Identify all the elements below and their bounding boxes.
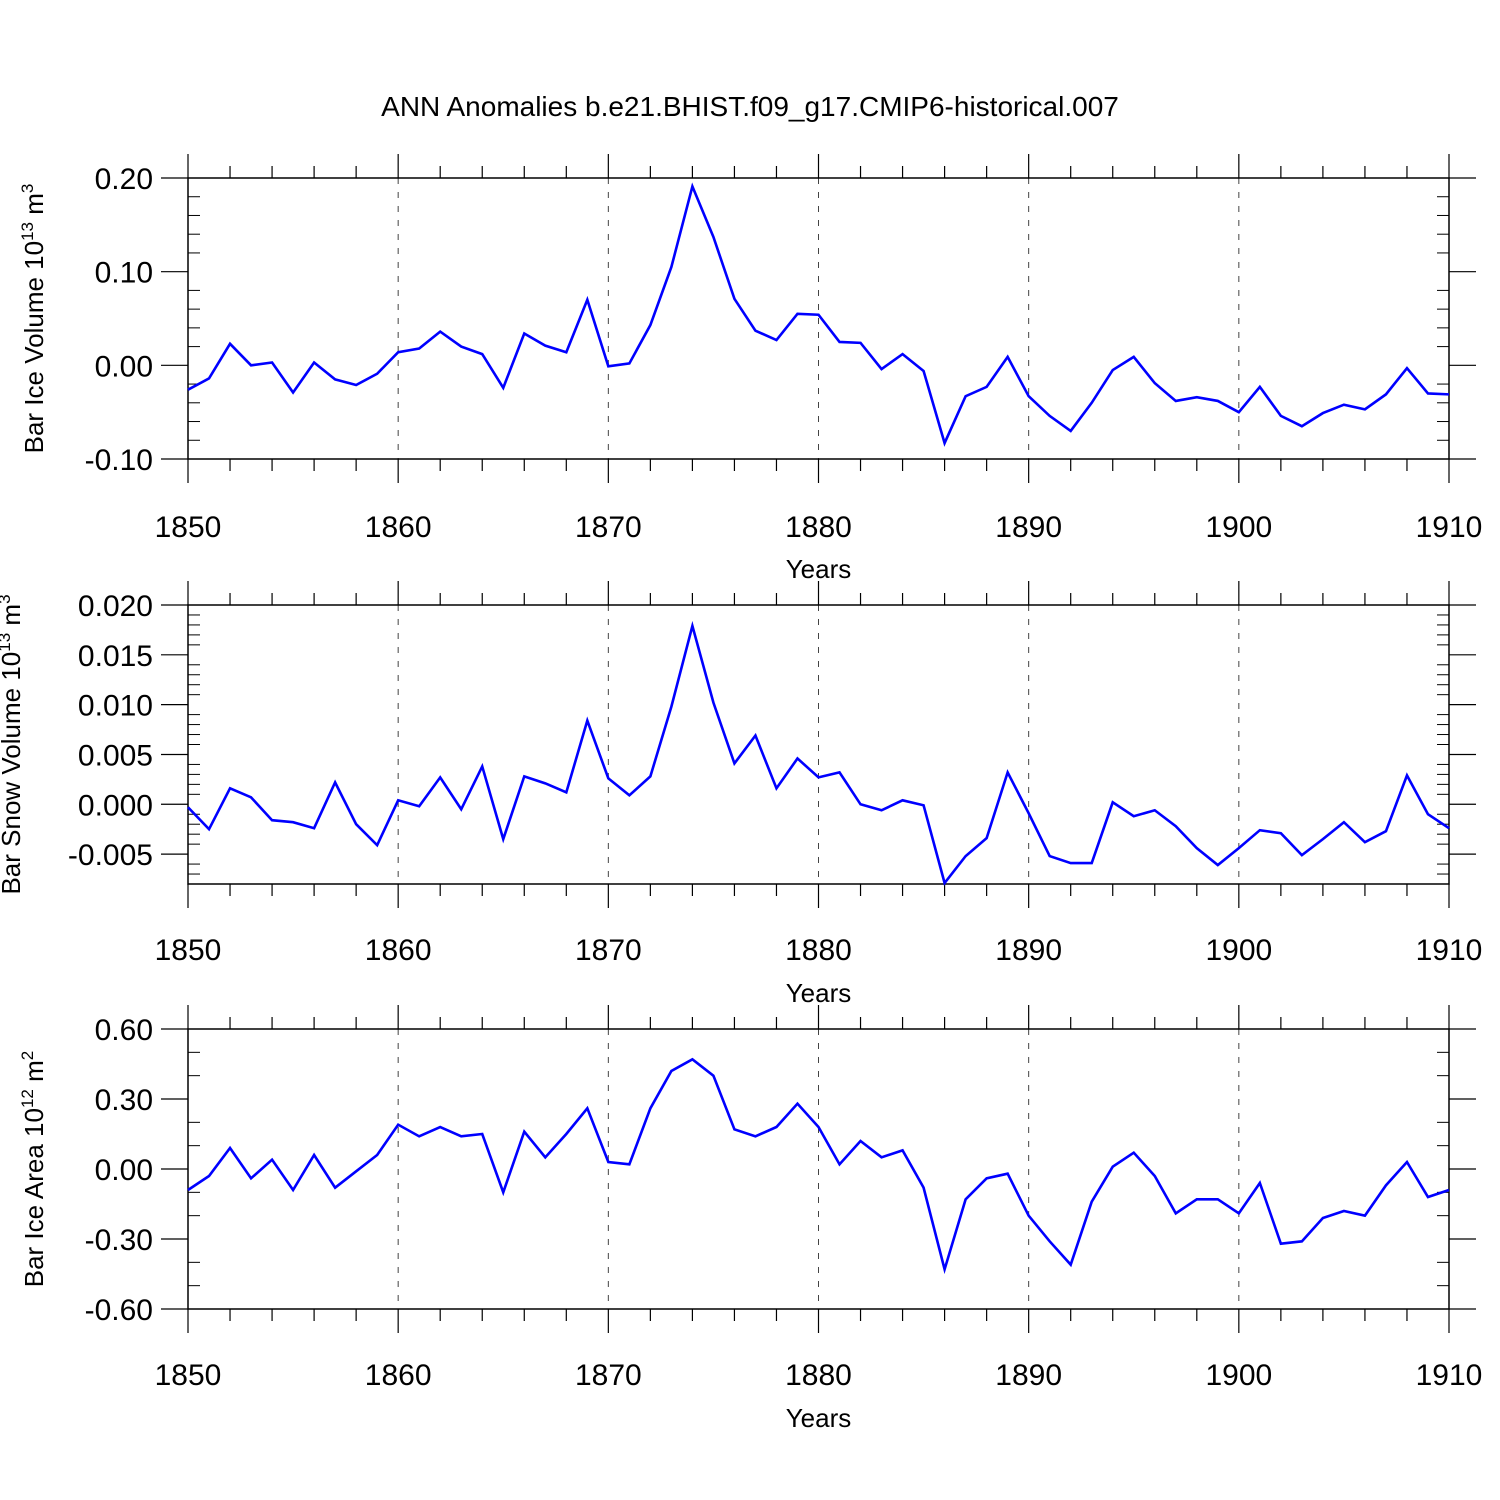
x-tick-label: 1880 (785, 511, 852, 544)
x-axis-title: Years (786, 1403, 852, 1433)
x-tick-label: 1910 (1416, 511, 1483, 544)
x-tick-label: 1850 (155, 1359, 222, 1392)
x-tick-label: 1890 (995, 511, 1062, 544)
x-tick-label: 1900 (1205, 511, 1272, 544)
x-tick-label: 1850 (155, 511, 222, 544)
x-tick-label: 1870 (575, 1359, 642, 1392)
y-tick-label: 0.010 (78, 690, 153, 723)
y-tick-label: 0.000 (78, 789, 153, 822)
y-tick-label: -0.30 (85, 1224, 153, 1257)
y-tick-label: 0.10 (95, 257, 153, 290)
y-axis-title: Bar Ice Volume 1013 m3 (18, 184, 49, 454)
x-tick-label: 1860 (365, 934, 432, 967)
x-tick-label: 1890 (995, 1359, 1062, 1392)
y-tick-label: 0.005 (78, 739, 153, 772)
panel-ice-volume: -0.10 0.00 0.10 0.20 1850 1860 1870 1880 1890 190… (18, 154, 1482, 584)
y-axis-title: Bar Snow Volume 1013 m3 (0, 594, 26, 894)
y-tick-label: 0.30 (95, 1084, 153, 1117)
x-tick-label: 1850 (155, 934, 222, 967)
series-line (187, 182, 1450, 447)
y-tick-label: -0.60 (85, 1294, 153, 1327)
y-tick-label: 0.20 (95, 163, 153, 196)
series-line (187, 620, 1450, 886)
x-axis-title: Years (786, 978, 852, 1008)
y-tick-label: 0.020 (78, 590, 153, 623)
y-tick-label: -0.10 (85, 444, 153, 477)
panel-ice-area: -0.60 -0.30 0.00 0.30 0.60 1850 1860 1870 1880 18… (18, 1005, 1482, 1433)
y-tick-label: 0.00 (95, 350, 153, 383)
x-tick-label: 1860 (365, 1359, 432, 1392)
series-line (187, 1057, 1450, 1275)
x-tick-label: 1860 (365, 511, 432, 544)
y-axis-title: Bar Ice Area 1012 m2 (18, 1051, 49, 1288)
x-tick-label: 1870 (575, 934, 642, 967)
x-tick-label: 1910 (1416, 1359, 1483, 1392)
x-tick-label: 1880 (785, 1359, 852, 1392)
y-tick-label: -0.005 (68, 839, 153, 872)
y-tick-label: 0.00 (95, 1154, 153, 1187)
y-tick-label: 0.60 (95, 1014, 153, 1047)
x-tick-label: 1880 (785, 934, 852, 967)
x-axis-title: Years (786, 554, 852, 584)
x-tick-label: 1910 (1416, 934, 1483, 967)
x-tick-label: 1900 (1205, 1359, 1272, 1392)
x-tick-label: 1900 (1205, 934, 1272, 967)
x-tick-label: 1890 (995, 934, 1062, 967)
y-tick-label: 0.015 (78, 640, 153, 673)
x-tick-label: 1870 (575, 511, 642, 544)
figure-title: ANN Anomalies b.e21.BHIST.f09_g17.CMIP6-… (381, 91, 1119, 122)
panel-snow-volume: -0.005 0.000 0.005 0.010 0.015 0.020 1850 1860 1… (0, 581, 1482, 1008)
